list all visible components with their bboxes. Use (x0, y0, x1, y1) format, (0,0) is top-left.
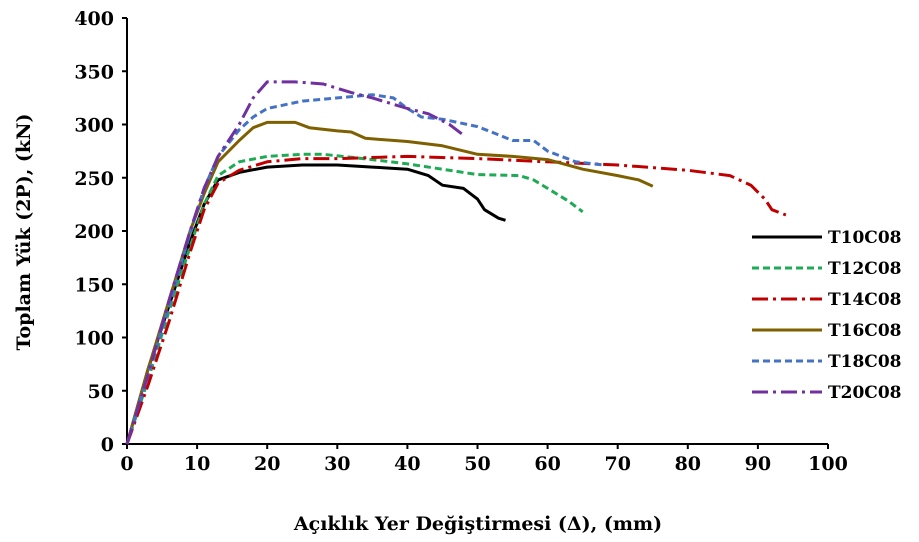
x-tick-label: 0 (120, 453, 133, 475)
axes (127, 18, 828, 444)
y-tick-label: 200 (74, 221, 114, 243)
series-line-t14c08 (127, 156, 786, 444)
x-tick-label: 10 (184, 453, 210, 475)
series-line-t12c08 (127, 154, 583, 444)
x-tick-label: 80 (675, 453, 701, 475)
x-tick-label: 70 (604, 453, 630, 475)
x-tick-label: 60 (534, 453, 560, 475)
legend-label-t14c08: T14C08 (828, 290, 902, 310)
x-tick-label: 50 (464, 453, 490, 475)
legend-label-t10c08: T10C08 (828, 228, 902, 248)
x-tick-label: 100 (808, 453, 848, 475)
y-tick-label: 300 (74, 115, 114, 137)
y-tick-label: 250 (74, 168, 114, 190)
series-line-t18c08 (127, 95, 604, 444)
y-tick-label: 400 (74, 8, 114, 30)
series-layer (127, 82, 786, 444)
series-line-t10c08 (127, 165, 506, 444)
x-axis-title: Açıklık Yer Değiştirmesi (Δ), (mm) (293, 513, 662, 535)
series-line-t16c08 (127, 122, 653, 444)
x-tick-label: 30 (324, 453, 350, 475)
x-ticks: 0 10 20 30 40 50 60 70 80 90 100 (120, 444, 847, 475)
x-tick-label: 20 (254, 453, 280, 475)
y-ticks: 0 50 100 150 200 250 300 350 400 (74, 8, 127, 456)
legend-label-t18c08: T18C08 (828, 352, 902, 372)
y-tick-label: 100 (74, 328, 114, 350)
x-tick-label: 40 (394, 453, 420, 475)
y-tick-label: 50 (88, 381, 114, 403)
y-tick-label: 350 (74, 61, 114, 83)
x-tick-label: 90 (745, 453, 771, 475)
legend-label-t20c08: T20C08 (828, 383, 902, 403)
legend-label-t16c08: T16C08 (828, 321, 902, 341)
legend-label-t12c08: T12C08 (828, 259, 902, 279)
y-axis-title: Toplam Yük (2P), (kN) (13, 114, 35, 351)
y-tick-label: 0 (101, 434, 114, 456)
legend: T10C08 T12C08 T14C08 T16C08 T18C08 T20C08 (752, 228, 902, 403)
y-tick-label: 150 (74, 274, 114, 296)
series-line-t20c08 (127, 82, 464, 444)
